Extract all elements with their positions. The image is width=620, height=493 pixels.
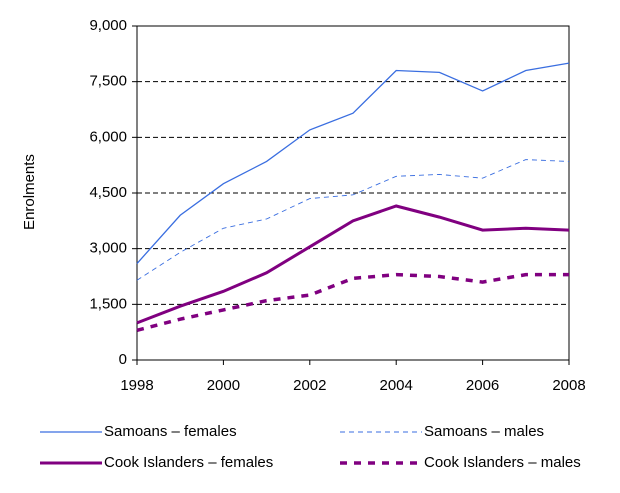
x-tick-label: 2004 [380,377,413,394]
series-line [136,159,570,281]
legend-label: Cook Islanders – females [104,454,273,471]
series-line [136,62,570,264]
y-tick-label: 6,000 [89,128,127,145]
x-tick-label: 2002 [293,377,326,394]
series-line [136,204,570,325]
y-tick-label: 0 [119,351,127,368]
y-tick-label: 3,000 [89,240,127,257]
y-tick-label: 4,500 [89,184,127,201]
x-tick-label: 2008 [552,377,585,394]
x-tick-label: 2006 [466,377,499,394]
y-tick-label: 7,500 [89,73,127,90]
plot-frame [136,25,570,361]
legend-label: Cook Islanders – males [424,454,581,471]
series-line [136,272,569,333]
legend-label: Samoans – males [424,423,544,440]
legend-label: Samoans – females [104,423,237,440]
x-tick-label: 1998 [120,377,153,394]
y-tick-label: 1,500 [89,295,127,312]
y-axis-label: Enrolments [21,154,38,230]
y-tick-label: 9,000 [89,17,127,34]
x-tick-label: 2000 [207,377,240,394]
